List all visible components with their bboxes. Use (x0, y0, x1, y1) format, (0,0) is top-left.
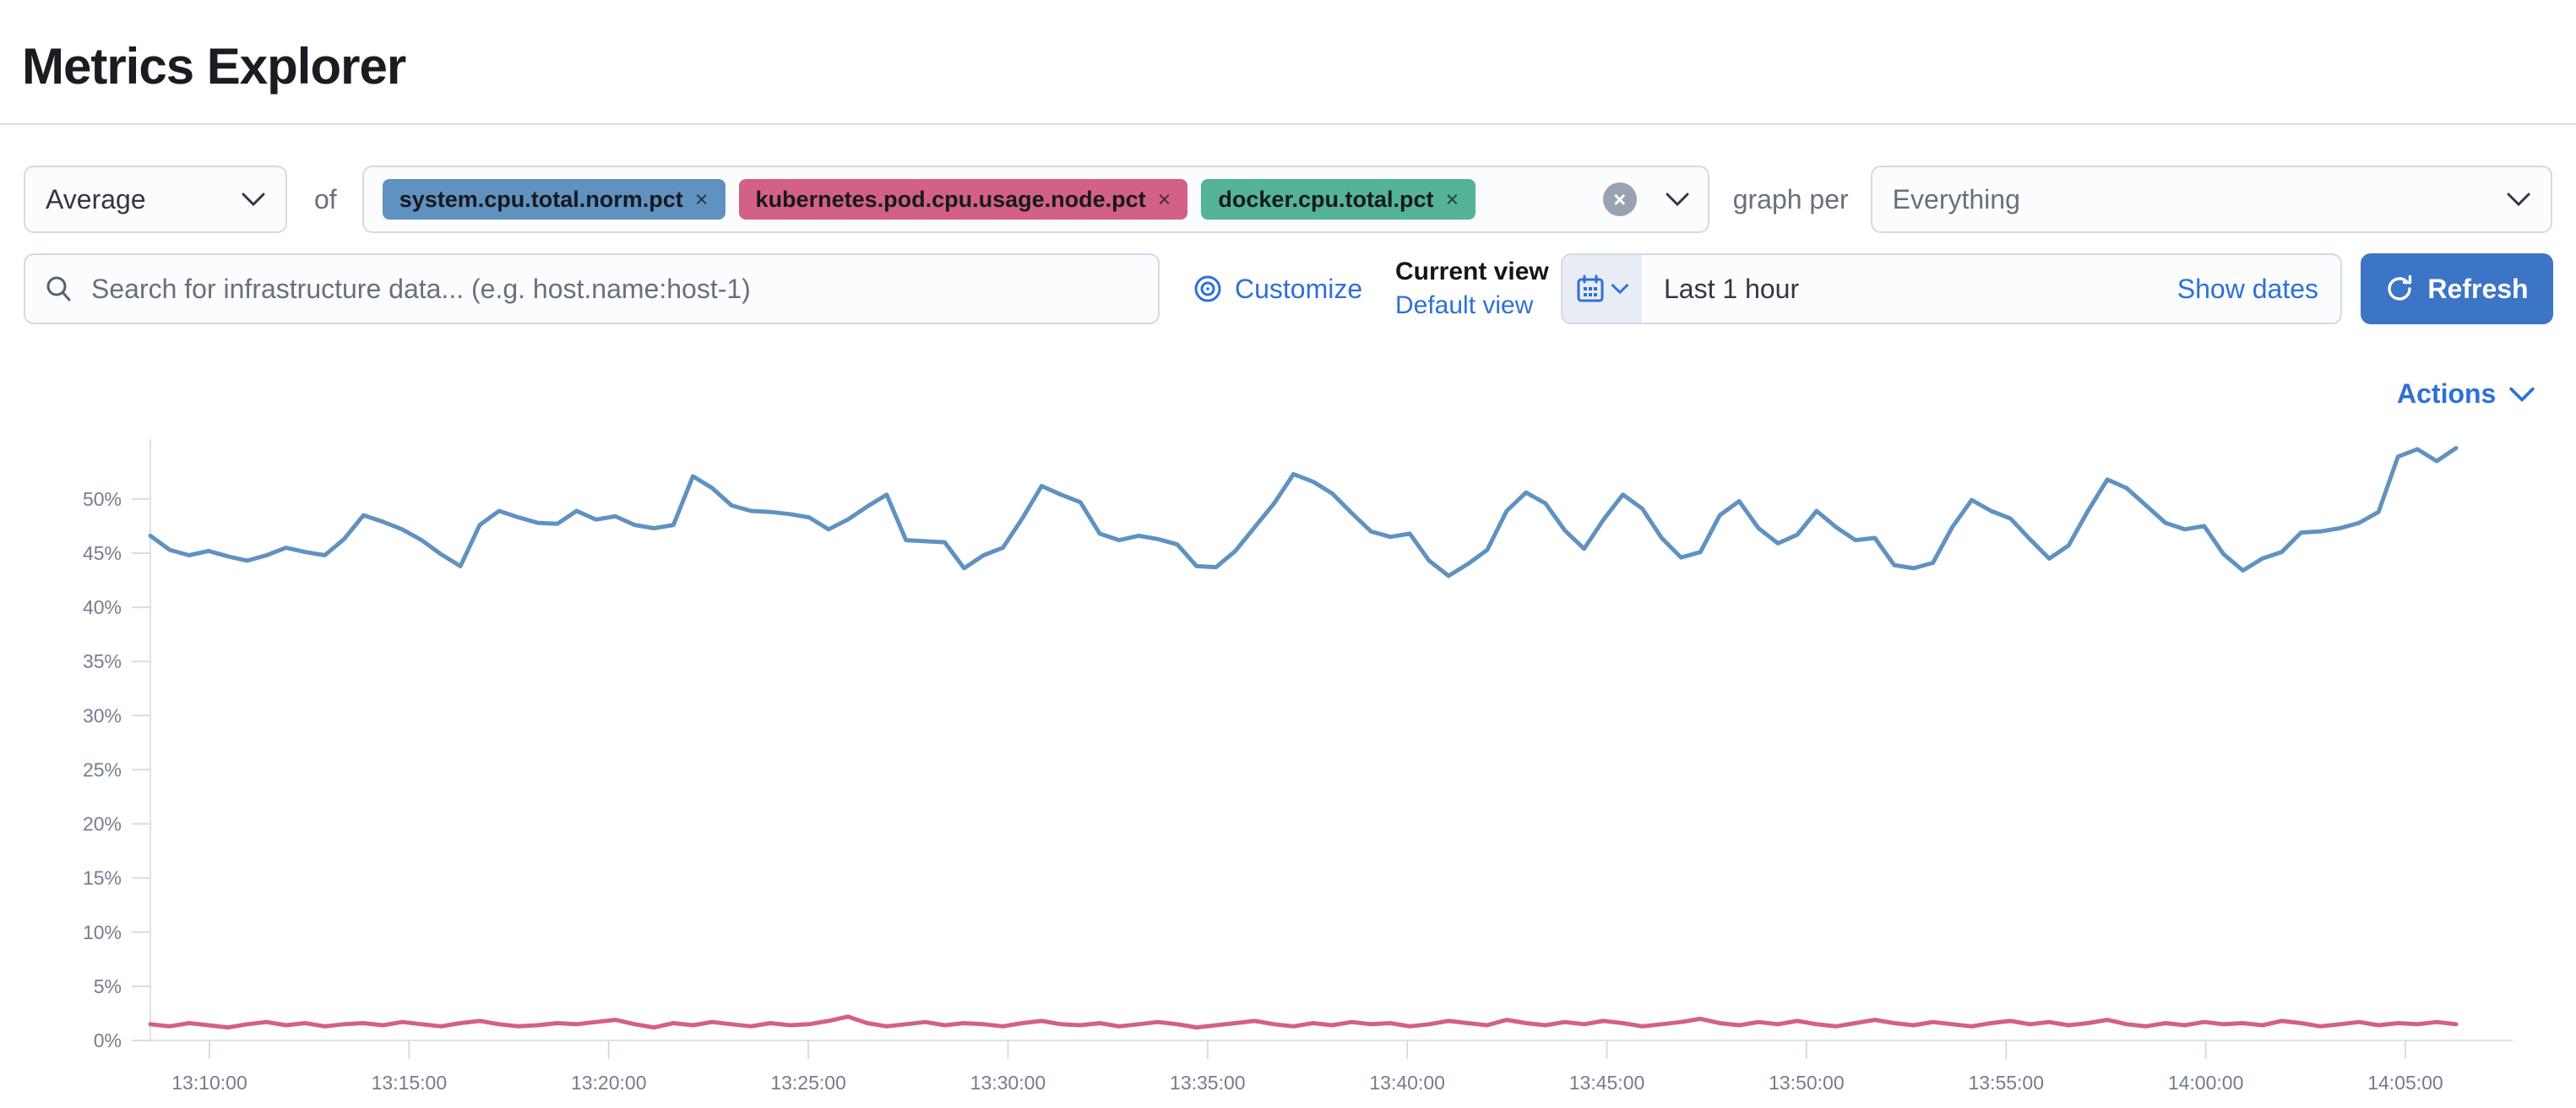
x-tick-label: 14:05:00 (2367, 1072, 2443, 1094)
of-label: of (314, 183, 337, 215)
aggregation-value: Average (46, 183, 146, 215)
search-icon (46, 276, 71, 301)
remove-tag-icon[interactable]: × (1445, 186, 1459, 212)
metric-expression-row: Average of system.cpu.total.norm.pct × k… (24, 166, 2552, 233)
x-tick-label: 13:30:00 (970, 1072, 1046, 1094)
x-tick-label: 14:00:00 (2168, 1072, 2244, 1094)
metrics-chart: 0% 5% 10% 15% 20% 25% 30% 35% 40% 45% 50% 13:10:00 1… (0, 422, 2576, 1108)
metric-combo-box[interactable]: system.cpu.total.norm.pct × kubernetes.p… (361, 166, 1709, 233)
chevron-down-icon (2507, 193, 2530, 207)
page-title: Metrics Explorer (22, 38, 406, 95)
x-tick-label: 13:10:00 (171, 1072, 247, 1094)
remove-tag-icon[interactable]: × (694, 186, 709, 212)
y-tick-label: 50% (83, 488, 122, 510)
refresh-arrow-icon (2388, 274, 2412, 301)
metric-tag-system-cpu[interactable]: system.cpu.total.norm.pct × (382, 179, 726, 220)
metric-tag-label: docker.cpu.total.pct (1218, 186, 1434, 212)
x-tick-label: 13:35:00 (1170, 1072, 1246, 1094)
x-tick-label: 13:15:00 (372, 1072, 448, 1094)
actions-menu-button[interactable]: Actions (2397, 378, 2535, 410)
calendar-icon (1577, 274, 1604, 302)
graph-per-label: graph per (1732, 183, 1849, 215)
y-tick-label: 40% (83, 596, 122, 618)
metric-tag-docker-cpu[interactable]: docker.cpu.total.pct × (1201, 179, 1476, 220)
chevron-down-icon (2509, 387, 2535, 402)
x-tick-label: 13:50:00 (1769, 1072, 1845, 1094)
header-divider (0, 123, 2576, 125)
y-tick-label: 25% (83, 758, 122, 780)
y-tick-label: 30% (83, 704, 122, 726)
y-tick-label: 45% (83, 542, 122, 564)
customize-button[interactable]: Customize (1193, 253, 1362, 324)
line-cpu-series-pink (148, 1014, 2459, 1030)
metric-tag-label: kubernetes.pod.cpu.usage.node.pct (755, 186, 1146, 212)
refresh-label: Refresh (2427, 273, 2529, 304)
y-tick-label: 20% (83, 813, 122, 835)
refresh-button[interactable]: Refresh (2361, 253, 2553, 324)
bullseye-icon (1194, 275, 1221, 302)
default-view-link[interactable]: Default view (1395, 291, 1534, 319)
metric-tag-label: system.cpu.total.norm.pct (399, 186, 683, 212)
aggregation-select[interactable]: Average (24, 166, 287, 233)
metric-tag-kubernetes-pod-cpu[interactable]: kubernetes.pod.cpu.usage.node.pct × (738, 179, 1188, 220)
time-picker[interactable]: Last 1 hour Show dates (1561, 253, 2342, 324)
clear-all-metrics-icon[interactable]: × (1602, 182, 1637, 216)
time-range-value[interactable]: Last 1 hour (1664, 273, 1800, 304)
current-view-label: Current view (1395, 258, 1549, 285)
customize-label: Customize (1235, 273, 1363, 304)
chevron-down-icon (1611, 284, 1628, 295)
line-chart-svg: 0% 5% 10% 15% 20% 25% 30% 35% 40% 45% 50% 13:10:00 1… (83, 439, 2513, 1094)
search-box[interactable] (24, 253, 1160, 324)
x-tick-label: 13:45:00 (1569, 1072, 1645, 1094)
graph-per-value: Everything (1892, 183, 2020, 215)
view-selector: Current view Default view (1395, 253, 1549, 324)
y-tick-label: 10% (83, 921, 122, 943)
actions-label: Actions (2397, 378, 2497, 409)
y-tick-label: 15% (83, 867, 122, 889)
y-tick-label: 35% (83, 650, 122, 672)
x-tick-label: 13:25:00 (770, 1072, 846, 1094)
chevron-down-icon (242, 193, 265, 207)
chevron-down-icon[interactable] (1666, 192, 1689, 207)
graph-per-select[interactable]: Everything (1870, 166, 2552, 233)
search-input[interactable] (90, 272, 1139, 306)
query-row: Customize Current view Default view Last… (0, 253, 2576, 324)
y-tick-label: 0% (94, 1029, 122, 1051)
time-picker-quick-menu[interactable] (1562, 255, 1642, 323)
x-tick-label: 13:55:00 (1968, 1072, 2044, 1094)
y-tick-label: 5% (94, 975, 122, 997)
x-tick-label: 13:20:00 (571, 1072, 647, 1094)
line-cpu-series-blue (148, 446, 2459, 578)
show-dates-button[interactable]: Show dates (2177, 273, 2318, 304)
x-tick-label: 13:40:00 (1369, 1072, 1445, 1094)
remove-tag-icon[interactable]: × (1157, 186, 1171, 212)
